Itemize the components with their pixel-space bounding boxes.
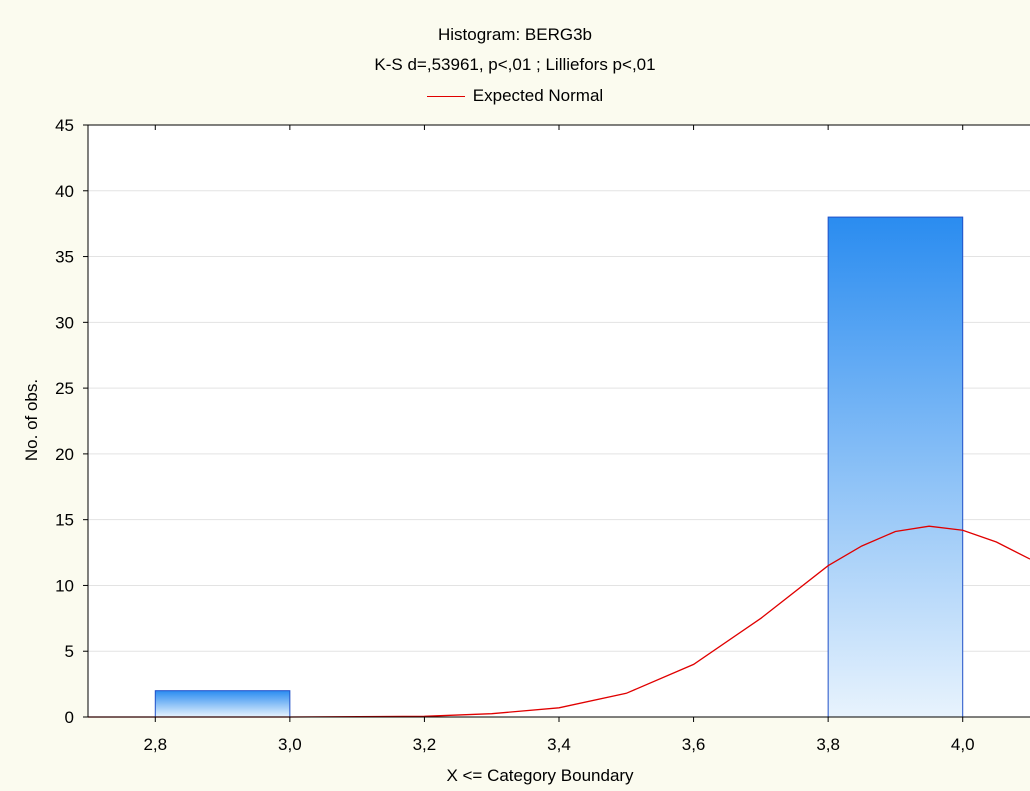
x-tick-label: 3,4 xyxy=(547,735,571,754)
expected-normal-curve xyxy=(88,525,1030,718)
y-tick-label: 20 xyxy=(55,445,74,464)
y-tick-label: 35 xyxy=(55,248,74,267)
y-tick-label: 30 xyxy=(55,313,74,332)
y-tick-label: 5 xyxy=(65,642,74,661)
x-tick-label: 3,8 xyxy=(816,735,840,754)
y-tick-label: 25 xyxy=(55,379,74,398)
y-tick-label: 15 xyxy=(55,511,74,530)
y-tick-label: 0 xyxy=(65,708,74,727)
legend-label: Expected Normal xyxy=(472,86,604,105)
legend-line-swatch xyxy=(426,96,465,98)
x-tick-label: 2,8 xyxy=(143,735,167,754)
legend: Expected Normal xyxy=(0,86,1030,106)
y-tick-label: 45 xyxy=(55,116,74,135)
chart-subtitle: K-S d=,53961, p<,01 ; Lilliefors p<,01 xyxy=(374,55,656,74)
histogram-bar xyxy=(154,690,291,718)
y-tick-label: 40 xyxy=(55,182,74,201)
x-axis-label: X <= Category Boundary xyxy=(446,766,634,785)
histogram-bar xyxy=(827,216,964,718)
x-tick-label: 3,6 xyxy=(682,735,706,754)
x-tick-label: 3,2 xyxy=(413,735,437,754)
chart-title: Histogram: BERG3b xyxy=(438,25,592,44)
y-tick-label: 10 xyxy=(55,576,74,595)
x-tick-label: 4,0 xyxy=(951,735,975,754)
x-tick-label: 3,0 xyxy=(278,735,302,754)
